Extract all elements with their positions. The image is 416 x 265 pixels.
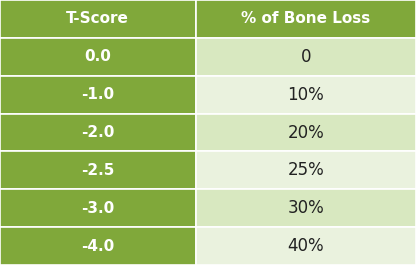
Text: -4.0: -4.0 xyxy=(81,238,114,254)
Bar xyxy=(196,189,416,227)
Text: -2.0: -2.0 xyxy=(81,125,114,140)
Text: 40%: 40% xyxy=(287,237,324,255)
Text: 10%: 10% xyxy=(287,86,324,104)
Bar xyxy=(0,151,196,189)
Bar xyxy=(196,38,416,76)
Text: -3.0: -3.0 xyxy=(81,201,114,216)
Text: 0: 0 xyxy=(300,48,311,66)
Bar xyxy=(196,0,416,38)
Text: T-Score: T-Score xyxy=(66,11,129,26)
Text: -1.0: -1.0 xyxy=(81,87,114,102)
Text: 20%: 20% xyxy=(287,123,324,142)
Text: 25%: 25% xyxy=(287,161,324,179)
Bar xyxy=(0,189,196,227)
Text: % of Bone Loss: % of Bone Loss xyxy=(241,11,370,26)
Bar xyxy=(196,76,416,114)
Bar xyxy=(196,114,416,151)
Bar xyxy=(196,227,416,265)
Text: -2.5: -2.5 xyxy=(81,163,114,178)
Text: 0.0: 0.0 xyxy=(84,49,111,64)
Bar xyxy=(0,114,196,151)
Bar xyxy=(196,151,416,189)
Bar xyxy=(0,0,196,38)
Text: 30%: 30% xyxy=(287,199,324,217)
Bar xyxy=(0,38,196,76)
Bar xyxy=(0,227,196,265)
Bar xyxy=(0,76,196,114)
